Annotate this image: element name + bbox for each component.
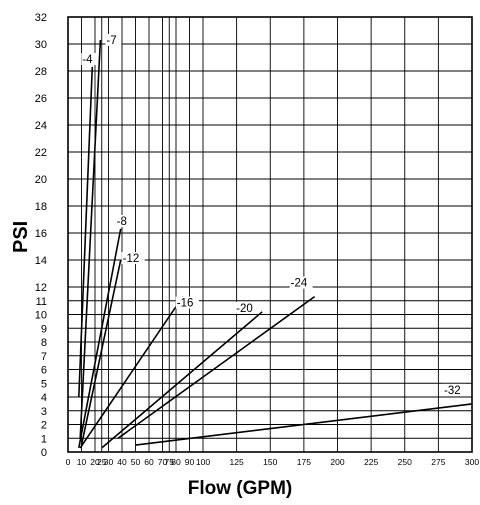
y-tick-label: 3 [41,406,47,418]
y-tick-label: 5 [41,378,47,390]
y-tick-label: 24 [35,120,47,132]
x-tick-label: 60 [144,457,154,467]
x-tick-label: 20 [90,457,100,467]
series-line [135,403,473,446]
series-labels: -4 -7 -8 -12 -16 -20 -24 -32 [81,33,466,397]
y-tick-label: 12 [35,282,47,294]
x-tick-label: 100 [196,457,210,467]
y-tick-label: 8 [41,337,47,349]
x-tick-label: 150 [263,457,277,467]
y-tick-label: 16 [35,228,47,240]
y-tick-label: 32 [35,12,47,24]
x-axis-title: Flow (GPM) [187,478,293,499]
x-tick-label: 70 [158,457,168,467]
series-line [79,296,184,449]
plot-frame [67,16,473,453]
y-tick-label: 1 [41,433,47,445]
x-tick-label: 275 [431,457,445,467]
x-tick-label: 125 [230,457,244,467]
series-label: -8 [117,216,127,228]
y-tick-label: 11 [36,296,47,308]
y-tick-label: 7 [41,351,47,363]
series-label-bg [443,383,466,396]
x-tick-label: 90 [185,457,195,467]
y-tick-label: 26 [35,93,47,105]
series-label-bg [115,214,132,227]
series-label: -16 [177,298,194,310]
y-tick-label: 6 [41,365,47,377]
series-label: -4 [82,54,93,66]
y-tick-label: 30 [35,39,47,51]
series-label: -24 [291,278,308,290]
grid [68,17,472,452]
x-tick-label: 0 [66,457,71,467]
x-tick-label: 40 [117,457,127,467]
x-tick-label: 50 [131,457,141,467]
series-line [117,295,316,439]
series-line [78,66,94,398]
series-lines [78,39,473,449]
series-label: -7 [106,35,116,47]
x-tick-label: 175 [297,457,311,467]
x-tick-label: 75 [165,457,175,467]
y-tick-label: 9 [41,323,47,335]
series-line [78,228,122,449]
x-tick-label: 10 [77,457,87,467]
x-tick-label: 300 [465,457,479,467]
series-label-bg [175,296,199,309]
series-label-bg [289,276,313,289]
series-label-bg [105,33,122,46]
x-tick-label: 200 [330,457,344,467]
series-line [101,311,263,449]
y-tick-label: 14 [35,255,47,267]
y-tick-label: 10 [35,310,47,322]
y-axis-title: PSI [10,220,32,253]
series-label: -20 [236,303,253,315]
series-line [79,39,102,439]
series-label-bg [81,52,98,65]
y-tick-label: 28 [35,66,47,78]
y-tick-label: 0 [41,447,47,459]
x-tick-label: 225 [364,457,378,467]
series-label-bg [121,252,145,264]
x-tick-label: 250 [398,457,412,467]
series-label: -32 [444,385,461,397]
x-tick-label: 30 [104,457,114,467]
y-tick-label: 4 [41,392,47,404]
y-tick-label: 18 [35,201,47,213]
x-tick-label: 25 [97,457,107,467]
x-tick-label: 80 [171,457,181,467]
y-tick-label: 20 [35,174,47,186]
series-line [80,259,122,446]
y-tick-label: 2 [41,420,47,432]
y-tick-label: 22 [35,147,47,159]
series-label: -12 [123,253,140,265]
series-label-bg [235,301,259,314]
